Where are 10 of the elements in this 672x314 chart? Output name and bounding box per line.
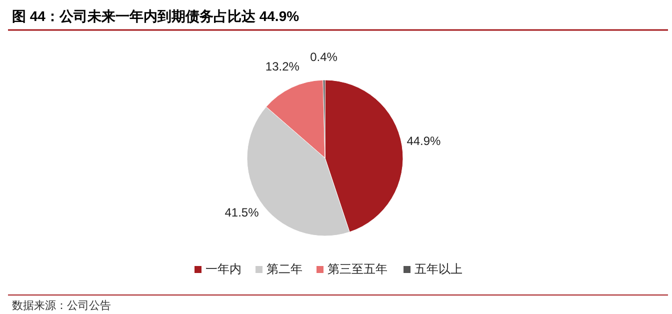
- data-label: 41.5%: [224, 206, 260, 220]
- legend-label: 第二年: [266, 262, 302, 276]
- data-label: 0.4%: [310, 50, 338, 64]
- legend-label: 第三至五年: [328, 262, 388, 276]
- data-label: 44.9%: [406, 134, 442, 148]
- data-label: 13.2%: [265, 60, 300, 74]
- chart-title: 图 44：公司未来一年内到期债务占比达 44.9%: [12, 8, 300, 24]
- legend-label: 五年以上: [414, 262, 462, 276]
- legend-label: 一年内: [206, 262, 242, 276]
- source-note: 数据来源：公司公告: [12, 299, 111, 312]
